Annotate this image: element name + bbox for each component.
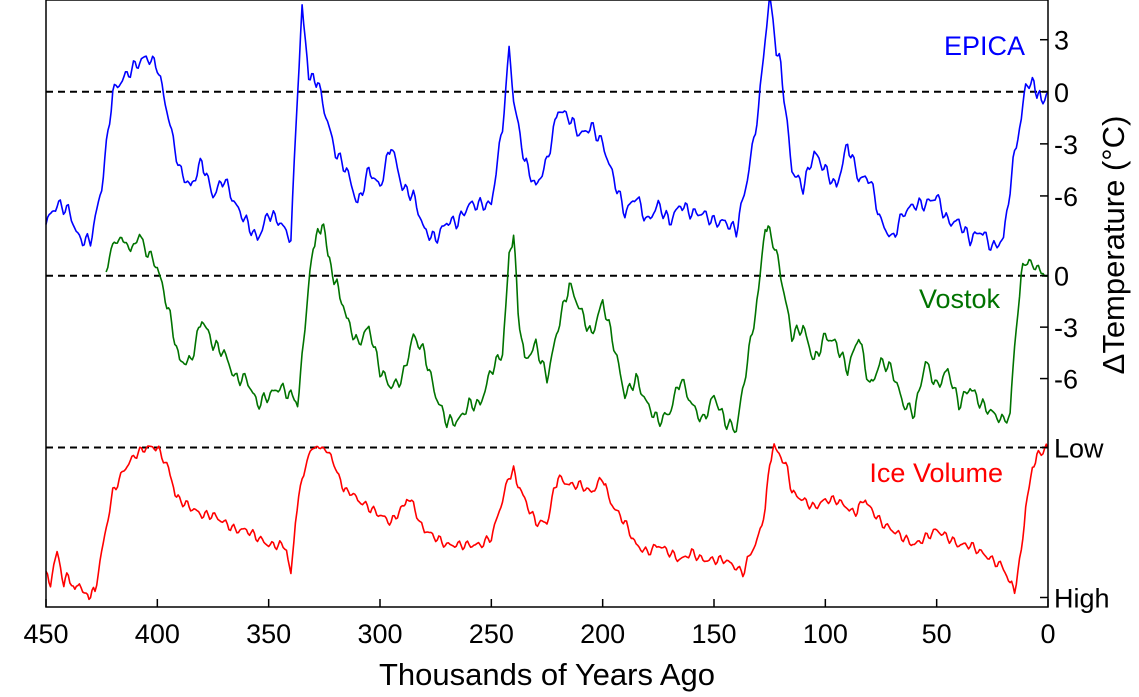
epica-series-line [46,0,1048,250]
x-axis-title: Thousands of Years Ago [379,657,715,692]
x-tick-label: 150 [691,619,736,649]
vostok-y-tick-label: -6 [1054,365,1078,395]
vostok-series-label: Vostok [919,284,1001,314]
epica-y-tick-label: -3 [1054,130,1078,160]
vostok-y-tick-label: -3 [1054,313,1078,343]
x-tick-label: 250 [469,619,514,649]
epica-series-label: EPICA [944,31,1025,61]
series-lines [46,0,1048,599]
ice-volume-y-tick-label: Low [1054,434,1104,464]
x-tick-label: 350 [246,619,291,649]
x-tick-label: 400 [135,619,180,649]
x-tick-label: 200 [580,619,625,649]
ice-volume-y-tick-label: High [1054,584,1110,614]
series-labels: EPICA Vostok Ice Volume [869,31,1025,488]
x-tick-label: 450 [23,619,68,649]
reference-lines [46,92,1048,448]
x-tick-label: 0 [1040,619,1055,649]
vostok-y-tick-label: 0 [1054,262,1069,292]
epica-y-tick-label: 3 [1054,26,1069,56]
x-tick-label: 100 [803,619,848,649]
ice-volume-series-label: Ice Volume [869,458,1003,488]
x-tick-label: 300 [357,619,402,649]
vostok-series-line [106,224,1048,432]
x-tick-label: 50 [922,619,952,649]
y-axis-title: ΔTemperature (°C) [1096,116,1131,375]
epica-y-tick-label: 0 [1054,78,1069,108]
epica-y-tick-label: -6 [1054,182,1078,212]
